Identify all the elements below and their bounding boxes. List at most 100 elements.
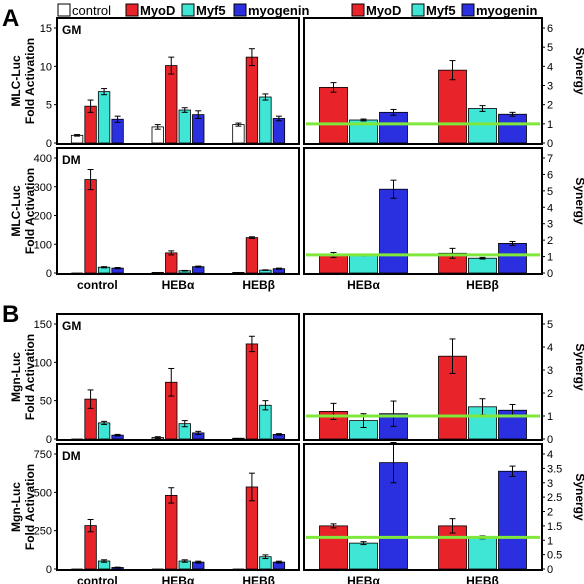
chart-4: 0 1 2 3 4 5 6 7 Synergy HEBα HEBβ xyxy=(303,147,584,292)
plot-frame xyxy=(56,147,300,275)
y-tick-label: 3.5 xyxy=(547,463,562,475)
y-tick-label: 5 xyxy=(46,100,52,112)
y-axis-label-line: Mgn-Luc xyxy=(9,352,23,402)
bar-myogenin xyxy=(379,188,408,274)
bar-myod xyxy=(84,179,97,274)
bar-myf5 xyxy=(259,96,272,144)
y-tick-label: 100 xyxy=(34,239,52,251)
bar-myogenin xyxy=(498,113,527,144)
y-tick-label: 3 xyxy=(547,219,553,231)
y-tick-label: 6 xyxy=(547,169,553,181)
chart-8: 0 0.5 1 1.5 2 2.5 3 3.5 4 Synergy HEBα HEBβ xyxy=(303,442,584,584)
y-tick-label: 0 xyxy=(547,564,553,576)
y-tick-label: 3 xyxy=(547,81,553,93)
plot-frame xyxy=(56,313,300,441)
y-tick-label: 500 xyxy=(34,487,52,499)
y-tick-label: 2 xyxy=(547,235,553,247)
bar-myf5 xyxy=(468,536,497,570)
y-tick-label: 0 xyxy=(547,138,553,150)
y-tick-label: 10 xyxy=(40,61,52,73)
y-tick-label: 50 xyxy=(40,396,52,408)
y-tick-label: 0 xyxy=(46,268,52,280)
inset-label: GM xyxy=(62,319,81,333)
bar-myod xyxy=(165,494,178,570)
bar-myod xyxy=(165,252,178,274)
plot-frame xyxy=(303,443,543,571)
legend-control-label: control xyxy=(72,3,111,18)
y-axis-label: Mgn-LucFold Activation xyxy=(9,334,37,420)
y-tick-label: 2 xyxy=(547,388,553,400)
legend-right-myod-swatch xyxy=(351,3,365,17)
y-axis-label: Synergy xyxy=(573,177,584,225)
y-tick-label: 2 xyxy=(547,100,553,112)
y-axis-label: MLC-LucFold Activation xyxy=(9,168,37,254)
y-tick-label: 1 xyxy=(547,411,553,423)
y-axis-label: MLC-LucFold Activation xyxy=(9,38,37,124)
y-tick-label: 0 xyxy=(547,434,553,446)
category-label: HEBβ xyxy=(242,574,275,584)
y-tick-label: 6 xyxy=(547,23,553,35)
y-tick-label: 5 xyxy=(547,186,553,198)
panel-label-b: B xyxy=(2,301,19,328)
bar-myf5 xyxy=(349,254,378,274)
bar-control xyxy=(151,272,164,274)
bar-myf5 xyxy=(97,91,111,144)
y-tick-label: 4 xyxy=(547,449,553,461)
bar-myogenin xyxy=(379,111,408,144)
y-axis-label-line: Fold Activation xyxy=(23,334,37,420)
plot-frame xyxy=(56,443,300,571)
y-axis-label-line: MLC-Luc xyxy=(9,185,23,237)
y-tick-label: 4 xyxy=(547,342,553,354)
legend-myogenin-swatch xyxy=(233,3,247,17)
plot-frame xyxy=(303,17,543,145)
inset-label: DM xyxy=(62,153,81,167)
bar-control xyxy=(232,437,245,440)
bar-myogenin xyxy=(498,243,527,274)
bar-myod xyxy=(319,525,348,570)
bar-myf5 xyxy=(468,257,497,274)
category-label: HEBα xyxy=(347,278,380,292)
y-tick-label: 5 xyxy=(547,319,553,331)
legend-left: control MyoD Myf5 myogenin xyxy=(57,3,309,18)
bar-myf5 xyxy=(97,422,111,440)
y-tick-label: 3 xyxy=(547,365,553,377)
y-tick-label: 150 xyxy=(34,319,52,331)
plot-frame xyxy=(303,147,543,275)
y-axis-label: Synergy xyxy=(573,343,584,391)
legend-control-swatch xyxy=(57,3,71,17)
y-tick-label: 2 xyxy=(547,507,553,519)
y-tick-label: 1 xyxy=(547,535,553,547)
y-tick-label: 100 xyxy=(34,357,52,369)
category-label: control xyxy=(77,278,118,292)
category-label: HEBα xyxy=(162,574,195,584)
chart-7: 0 250 500 750 Mgn-LucFold Activation DM contro… xyxy=(9,443,300,584)
bar-myogenin xyxy=(272,118,286,144)
category-label: HEBα xyxy=(347,574,380,584)
chart-5: 0 50 100 150 Mgn-LucFold Activation GM xyxy=(9,313,300,446)
bar-myod xyxy=(245,56,259,144)
y-tick-label: 0 xyxy=(46,564,52,576)
bar-myod xyxy=(245,237,259,274)
bar-myod xyxy=(165,65,178,144)
y-tick-label: 1 xyxy=(547,252,553,264)
legend-myf5-swatch xyxy=(181,3,195,17)
bar-myf5 xyxy=(349,542,378,570)
plot-frame xyxy=(56,17,300,145)
bar-myf5 xyxy=(178,109,191,144)
category-label: HEBα xyxy=(162,278,195,292)
category-label: HEBβ xyxy=(466,574,499,584)
legend-myf5-label: Myf5 xyxy=(196,3,226,18)
y-axis-label-line: Fold Activation xyxy=(23,464,37,550)
y-tick-label: 7 xyxy=(547,153,553,165)
y-tick-label: 300 xyxy=(34,182,52,194)
y-axis-label: Mgn-LucFold Activation xyxy=(9,464,37,550)
y-axis-label-line: Fold Activation xyxy=(23,38,37,124)
legend-myogenin-label: myogenin xyxy=(248,3,309,18)
category-label: control xyxy=(77,574,118,584)
bar-myod xyxy=(245,343,259,440)
chart-3: 0 100 200 300 400 MLC-LucFold Activation DM con… xyxy=(9,147,300,292)
bar-myogenin xyxy=(498,470,527,570)
y-tick-label: 0.5 xyxy=(547,550,562,562)
y-tick-label: 400 xyxy=(34,153,52,165)
